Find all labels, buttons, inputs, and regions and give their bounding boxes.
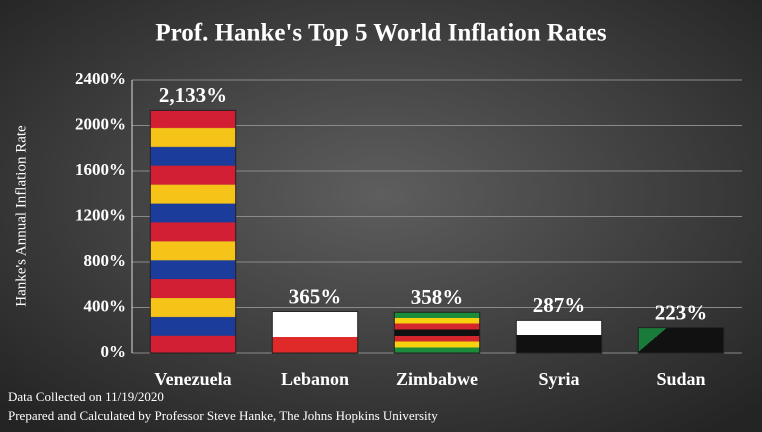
note: Data Collected on 11/19/2020: [8, 389, 164, 404]
x-tick-label: Zimbabwe: [396, 369, 478, 389]
y-tick-label: 2000%: [75, 114, 126, 133]
value-label: 287%: [533, 293, 586, 317]
x-tick-label: Sudan: [656, 369, 705, 389]
y-tick-label: 800%: [84, 251, 127, 270]
chart-title: Prof. Hanke's Top 5 World Inflation Rate…: [155, 20, 607, 47]
bar: [149, 109, 237, 354]
value-label: 223%: [655, 300, 708, 324]
value-label: 2,133%: [159, 83, 227, 107]
x-tick-label: Venezuela: [154, 369, 231, 389]
y-tick-label: 0%: [101, 342, 127, 361]
bar: [637, 327, 725, 354]
value-label: 358%: [411, 285, 464, 309]
value-label: 365%: [289, 284, 342, 308]
y-tick-label: 2400%: [75, 69, 126, 88]
note: Prepared and Calculated by Professor Ste…: [8, 408, 438, 423]
bar: [515, 319, 603, 354]
y-tick-label: 1200%: [75, 205, 126, 224]
bar: [393, 311, 481, 354]
y-tick-label: 400%: [84, 296, 127, 315]
x-tick-label: Syria: [538, 369, 579, 389]
bar: [271, 310, 359, 354]
y-tick-label: 1600%: [75, 160, 126, 179]
y-axis-label: Hanke's Annual Inflation Rate: [13, 125, 29, 307]
x-tick-label: Lebanon: [281, 369, 349, 389]
